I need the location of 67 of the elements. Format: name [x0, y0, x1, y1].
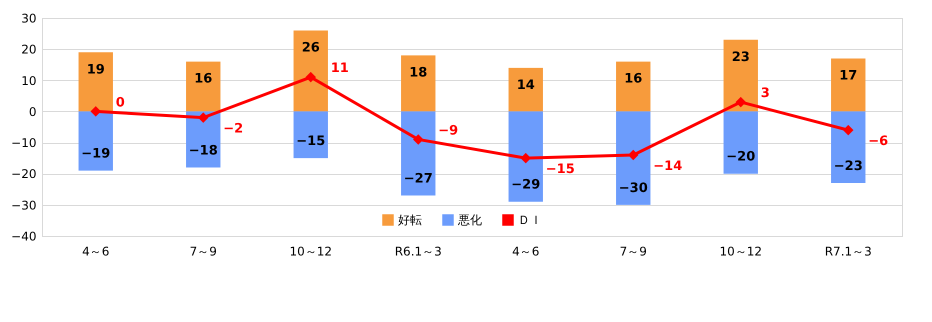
bar: [724, 111, 758, 174]
bar: [831, 58, 866, 112]
bar: [508, 111, 543, 202]
data-label: −19: [81, 146, 110, 162]
x-tick-label: 10～12: [289, 244, 332, 258]
data-label: 18: [409, 65, 428, 80]
data-label: −2: [223, 122, 244, 137]
bar: [294, 111, 328, 158]
legend-label: 好転: [398, 213, 422, 227]
x-tick-label: 10～12: [719, 244, 762, 258]
data-label: 26: [302, 40, 320, 56]
bar: [616, 62, 650, 112]
data-label: 0: [116, 95, 125, 110]
point: [628, 150, 638, 160]
y-tick-label: −10: [11, 136, 36, 150]
data-label: −15: [296, 134, 326, 150]
bar: [616, 111, 650, 205]
data-label: −27: [404, 172, 433, 187]
bar: [401, 111, 436, 196]
point: [843, 124, 854, 136]
bar: [186, 111, 220, 168]
x-tick-label: 7～9: [190, 244, 217, 258]
y-tick-label: 20: [21, 42, 36, 57]
point: [198, 112, 208, 123]
point: [413, 134, 424, 145]
data-label: 16: [624, 72, 642, 87]
y-tick-label: 0: [28, 104, 36, 119]
point: [90, 106, 101, 117]
y-tick-label: −30: [11, 198, 36, 212]
x-tick-label: R6.1～3: [394, 244, 442, 258]
y-tick-label: 10: [21, 74, 36, 88]
data-label: 3: [760, 86, 770, 102]
bar: [831, 111, 866, 184]
legend-label: 悪化: [457, 213, 482, 227]
data-label: −29: [511, 178, 540, 193]
y-tick-label: −20: [11, 167, 36, 182]
data-label: −20: [726, 150, 756, 165]
bar: [294, 30, 328, 112]
y-tick-label: 30: [21, 12, 36, 26]
bar: [508, 68, 543, 112]
data-label: 11: [330, 61, 349, 76]
data-label: 16: [194, 72, 212, 87]
x-tick-label: 4～6: [512, 244, 540, 258]
x-tick-label: 7～9: [620, 244, 647, 258]
data-label: 19: [86, 62, 105, 78]
data-label: 17: [839, 68, 858, 84]
point: [736, 96, 746, 108]
data-label: −14: [653, 159, 682, 174]
legend-label: ＤＩ: [518, 213, 542, 227]
data-label: −6: [868, 134, 888, 150]
data-label: 23: [732, 50, 750, 65]
x-tick-label: R7.1～3: [824, 244, 872, 258]
bar: [186, 62, 220, 112]
point: [306, 72, 316, 82]
data-label: −30: [618, 180, 648, 196]
data-label: 14: [516, 78, 535, 93]
data-label: −23: [834, 159, 863, 174]
data-label: −18: [188, 143, 218, 158]
bar: [724, 40, 758, 112]
bar: [78, 111, 113, 171]
bar: [78, 52, 113, 112]
x-tick-label: 4～6: [82, 244, 110, 258]
data-label: −15: [546, 162, 575, 178]
y-tick-label: −40: [11, 230, 36, 244]
point: [520, 152, 531, 164]
bar: [401, 55, 436, 112]
data-label: −9: [438, 123, 458, 138]
